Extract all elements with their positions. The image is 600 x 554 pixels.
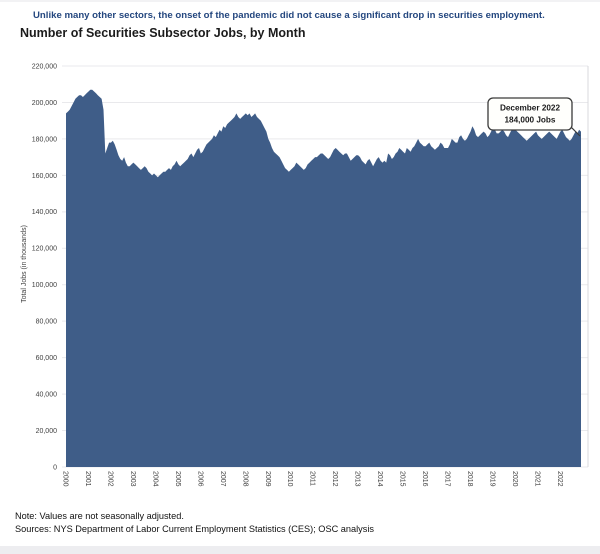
svg-text:120,000: 120,000: [32, 246, 57, 253]
svg-text:2010: 2010: [286, 471, 293, 487]
x-axis-labels: 2000 2001 2002 2003 2004 2005 2006 2007 2008 2009…: [62, 471, 563, 487]
svg-text:2002: 2002: [106, 471, 113, 487]
svg-text:80,000: 80,000: [36, 319, 58, 326]
svg-text:2003: 2003: [129, 471, 136, 487]
y-axis-labels: 0 20,000 40,000 60,000 80,000 100,000 120,000 1…: [32, 63, 57, 471]
svg-text:2013: 2013: [354, 471, 361, 487]
svg-text:160,000: 160,000: [32, 173, 57, 180]
svg-text:2022: 2022: [556, 471, 563, 487]
annotation-callout: December 2022 184,000 Jobs: [487, 97, 581, 137]
svg-text:200,000: 200,000: [32, 100, 57, 107]
svg-text:100,000: 100,000: [32, 282, 57, 289]
svg-text:2012: 2012: [331, 471, 338, 487]
svg-text:2007: 2007: [219, 471, 226, 487]
svg-text:2019: 2019: [488, 471, 495, 487]
svg-text:2020: 2020: [511, 471, 518, 487]
y-axis-title: Total Jobs (in thousands): [21, 225, 28, 303]
chart-headline: Unlike many other sectors, the onset of …: [33, 10, 545, 21]
svg-text:2005: 2005: [174, 471, 181, 487]
svg-text:60,000: 60,000: [36, 355, 58, 362]
svg-text:2000: 2000: [62, 471, 69, 487]
svg-text:Total Jobs (in thousands): Total Jobs (in thousands): [21, 225, 28, 303]
chart-sources: Sources: NYS Department of Labor Current…: [15, 524, 374, 534]
chart-note: Note: Values are not seasonally adjusted…: [15, 511, 184, 521]
page-bottom-border: [0, 546, 600, 554]
svg-text:2015: 2015: [399, 471, 406, 487]
svg-text:184,000 Jobs: 184,000 Jobs: [505, 116, 556, 125]
chart-title: Number of Securities Subsector Jobs, by …: [20, 26, 306, 40]
svg-text:2009: 2009: [264, 471, 271, 487]
svg-text:2016: 2016: [421, 471, 428, 487]
svg-text:2006: 2006: [196, 471, 203, 487]
svg-text:2001: 2001: [84, 471, 91, 487]
svg-text:2017: 2017: [444, 471, 451, 487]
svg-text:220,000: 220,000: [32, 63, 57, 70]
svg-text:December 2022: December 2022: [500, 104, 561, 113]
svg-text:40,000: 40,000: [36, 391, 58, 398]
page-top-border: [0, 0, 600, 2]
svg-text:0: 0: [53, 464, 57, 471]
svg-text:2014: 2014: [376, 471, 383, 487]
svg-text:2004: 2004: [151, 471, 158, 487]
svg-text:180,000: 180,000: [32, 136, 57, 143]
svg-text:2018: 2018: [466, 471, 473, 487]
area-series-securities-jobs: [66, 89, 581, 467]
svg-text:2011: 2011: [309, 471, 316, 486]
svg-text:2021: 2021: [533, 471, 540, 487]
svg-text:20,000: 20,000: [36, 428, 58, 435]
svg-text:2008: 2008: [241, 471, 248, 487]
svg-text:140,000: 140,000: [32, 209, 57, 216]
